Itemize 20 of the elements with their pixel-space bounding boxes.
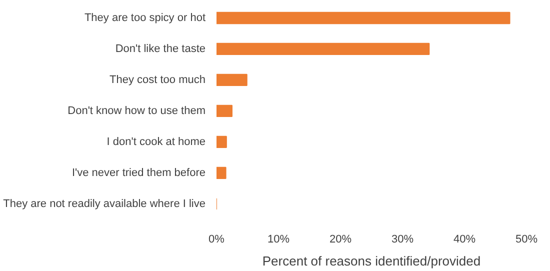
y-tick-label: They are too spicy or hot [84,12,206,24]
bar [216,136,227,148]
x-tick-label: 0% [208,234,225,246]
y-tick-label: I've never tried them before [72,166,206,179]
x-axis-title: Percent of reasons identified/provided [262,254,481,268]
x-tick-label: 20% [329,234,352,246]
y-tick-label: I don't cook at home [106,136,206,148]
bar [216,74,248,86]
y-tick-label: Don't know how to use them [68,104,206,117]
y-tick-label: They cost too much [110,74,206,86]
y-tick-label: They are not readily available where I live [3,198,206,210]
bar [216,42,430,56]
y-tick-label: Don't like the taste [115,42,206,55]
x-tick-label: 50% [515,234,538,246]
bar [216,166,226,179]
x-tick-label: 30% [391,234,414,246]
bar [216,104,232,118]
x-tick-label: 40% [453,234,476,246]
x-tick-label: 10% [267,234,290,246]
bar [216,12,510,24]
